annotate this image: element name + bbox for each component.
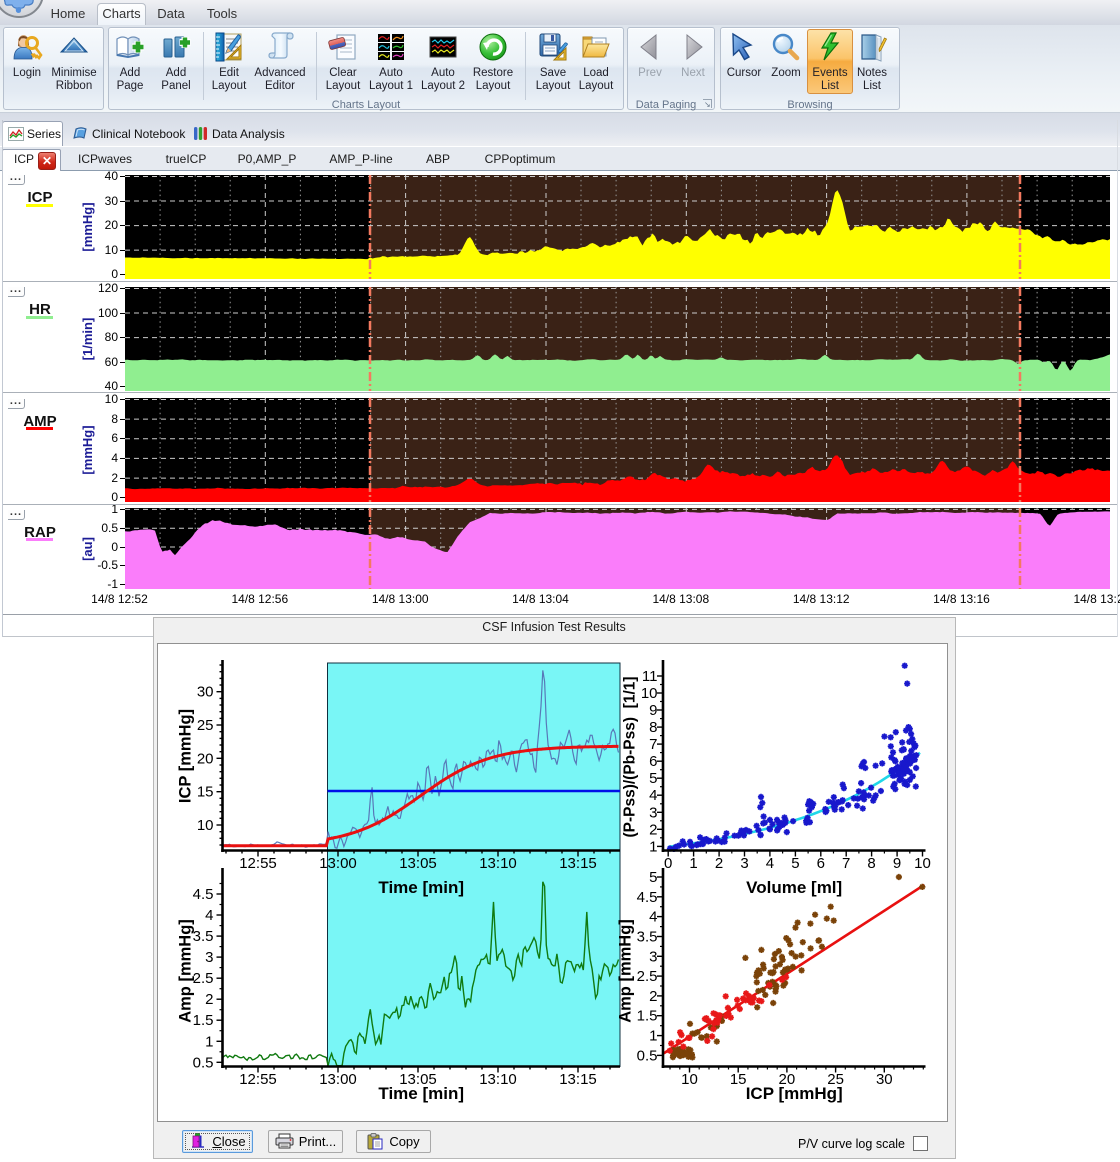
svg-text:13:00: 13:00 bbox=[319, 1071, 357, 1088]
svg-text:2: 2 bbox=[205, 991, 213, 1008]
svg-text:5: 5 bbox=[649, 770, 657, 787]
svg-text:30: 30 bbox=[875, 1071, 892, 1088]
svg-text:1.5: 1.5 bbox=[636, 1008, 657, 1025]
svg-text:3: 3 bbox=[205, 949, 213, 966]
svg-text:4: 4 bbox=[649, 787, 657, 804]
svg-text:13:05: 13:05 bbox=[399, 1071, 437, 1088]
svg-text:15: 15 bbox=[196, 784, 213, 801]
svg-text:5: 5 bbox=[649, 869, 657, 886]
svg-text:2: 2 bbox=[649, 988, 657, 1005]
svg-text:20: 20 bbox=[196, 750, 213, 767]
svg-text:ICP [mmHg]: ICP [mmHg] bbox=[176, 709, 194, 803]
svg-text:4.5: 4.5 bbox=[636, 889, 657, 906]
svg-text:Time [min]: Time [min] bbox=[378, 878, 464, 897]
svg-text:2.5: 2.5 bbox=[192, 970, 213, 987]
svg-text:3: 3 bbox=[649, 948, 657, 965]
svg-text:9: 9 bbox=[649, 702, 657, 719]
svg-text:13:10: 13:10 bbox=[479, 855, 517, 872]
svg-text:25: 25 bbox=[196, 717, 213, 734]
svg-text:13:00: 13:00 bbox=[319, 855, 357, 872]
svg-text:0.5: 0.5 bbox=[636, 1047, 657, 1064]
svg-text:Volume [ml]: Volume [ml] bbox=[746, 878, 842, 897]
svg-text:1.5: 1.5 bbox=[192, 1012, 213, 1029]
svg-text:25: 25 bbox=[827, 1071, 844, 1088]
svg-text:ICP [mmHg]: ICP [mmHg] bbox=[745, 1084, 842, 1103]
svg-text:4: 4 bbox=[765, 855, 773, 872]
svg-text:15: 15 bbox=[729, 1071, 746, 1088]
svg-text:1: 1 bbox=[689, 855, 697, 872]
svg-text:13:05: 13:05 bbox=[399, 855, 437, 872]
svg-text:1: 1 bbox=[205, 1033, 213, 1050]
svg-text:2: 2 bbox=[649, 821, 657, 838]
svg-text:4: 4 bbox=[205, 907, 213, 924]
svg-text:(P-Pss)/(Pb-Pss) [1/1]: (P-Pss)/(Pb-Pss) [1/1] bbox=[621, 676, 638, 837]
svg-text:3: 3 bbox=[740, 855, 748, 872]
svg-text:6: 6 bbox=[816, 855, 824, 872]
svg-text:Amp [mmHg]: Amp [mmHg] bbox=[176, 919, 194, 1023]
svg-text:10: 10 bbox=[681, 1071, 698, 1088]
svg-text:9: 9 bbox=[892, 855, 900, 872]
svg-text:6: 6 bbox=[649, 753, 657, 770]
svg-text:0: 0 bbox=[664, 855, 672, 872]
svg-text:7: 7 bbox=[842, 855, 850, 872]
svg-text:30: 30 bbox=[196, 684, 213, 701]
svg-text:10: 10 bbox=[914, 855, 931, 872]
svg-text:13:10: 13:10 bbox=[479, 1071, 517, 1088]
svg-text:13:15: 13:15 bbox=[559, 1071, 597, 1088]
svg-text:2: 2 bbox=[714, 855, 722, 872]
svg-text:0.5: 0.5 bbox=[192, 1054, 213, 1071]
svg-text:10: 10 bbox=[196, 817, 213, 834]
svg-text:11: 11 bbox=[641, 668, 657, 685]
svg-text:3.5: 3.5 bbox=[636, 929, 657, 946]
svg-text:Time [min]: Time [min] bbox=[378, 1084, 464, 1103]
svg-text:4: 4 bbox=[649, 909, 657, 926]
svg-text:5: 5 bbox=[791, 855, 799, 872]
svg-text:3: 3 bbox=[649, 804, 657, 821]
svg-text:12:55: 12:55 bbox=[239, 1071, 277, 1088]
svg-text:13:15: 13:15 bbox=[559, 855, 597, 872]
svg-text:10: 10 bbox=[640, 685, 657, 702]
svg-text:Amp [mmHg]: Amp [mmHg] bbox=[616, 919, 634, 1023]
svg-text:7: 7 bbox=[649, 736, 657, 753]
svg-text:8: 8 bbox=[649, 719, 657, 736]
svg-text:20: 20 bbox=[778, 1071, 795, 1088]
svg-text:1: 1 bbox=[649, 838, 657, 855]
svg-text:2.5: 2.5 bbox=[636, 968, 657, 985]
svg-text:4.5: 4.5 bbox=[192, 886, 213, 903]
svg-text:8: 8 bbox=[867, 855, 875, 872]
svg-text:12:55: 12:55 bbox=[239, 855, 277, 872]
svg-text:1: 1 bbox=[649, 1028, 657, 1045]
svg-text:3.5: 3.5 bbox=[192, 928, 213, 945]
